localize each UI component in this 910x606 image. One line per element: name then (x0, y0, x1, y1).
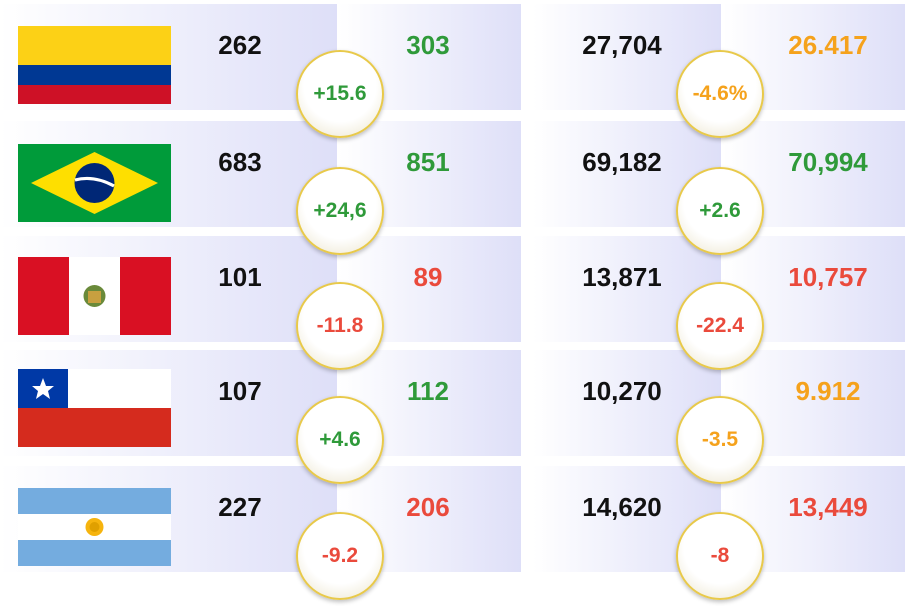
value: 14,620 (582, 492, 662, 522)
value: 206 (406, 492, 450, 522)
change-badge: +4.6 (296, 396, 384, 484)
change-badge: +24,6 (296, 167, 384, 255)
flag (18, 488, 171, 566)
value: 303 (406, 30, 450, 60)
value: 851 (406, 147, 450, 177)
value: 89 (413, 262, 443, 292)
value: 227 (218, 492, 262, 522)
value: 112 (407, 376, 449, 406)
flag (18, 26, 171, 104)
change-badge: +2.6 (676, 167, 764, 255)
value: 13,871 (582, 262, 662, 292)
value: 26.417 (788, 30, 868, 60)
flag (18, 369, 171, 447)
value: 262 (218, 30, 262, 60)
change-badge: -8 (676, 512, 764, 600)
value: 69,182 (582, 147, 662, 177)
value: 101 (218, 262, 262, 292)
flag (18, 257, 171, 335)
flag (18, 144, 171, 222)
value: 10,757 (788, 262, 868, 292)
change-badge: +15.6 (296, 50, 384, 138)
value: 13,449 (788, 492, 868, 522)
value: 70,994 (788, 147, 868, 177)
value: 683 (218, 147, 262, 177)
change-badge: -11.8 (296, 282, 384, 370)
value: 9.912 (795, 376, 861, 406)
change-badge: -4.6% (676, 50, 764, 138)
change-badge: -3.5 (676, 396, 764, 484)
change-badge: -9.2 (296, 512, 384, 600)
value: 27,704 (582, 30, 662, 60)
change-badge: -22.4 (676, 282, 764, 370)
value: 107 (218, 376, 262, 406)
value: 10,270 (582, 376, 662, 406)
